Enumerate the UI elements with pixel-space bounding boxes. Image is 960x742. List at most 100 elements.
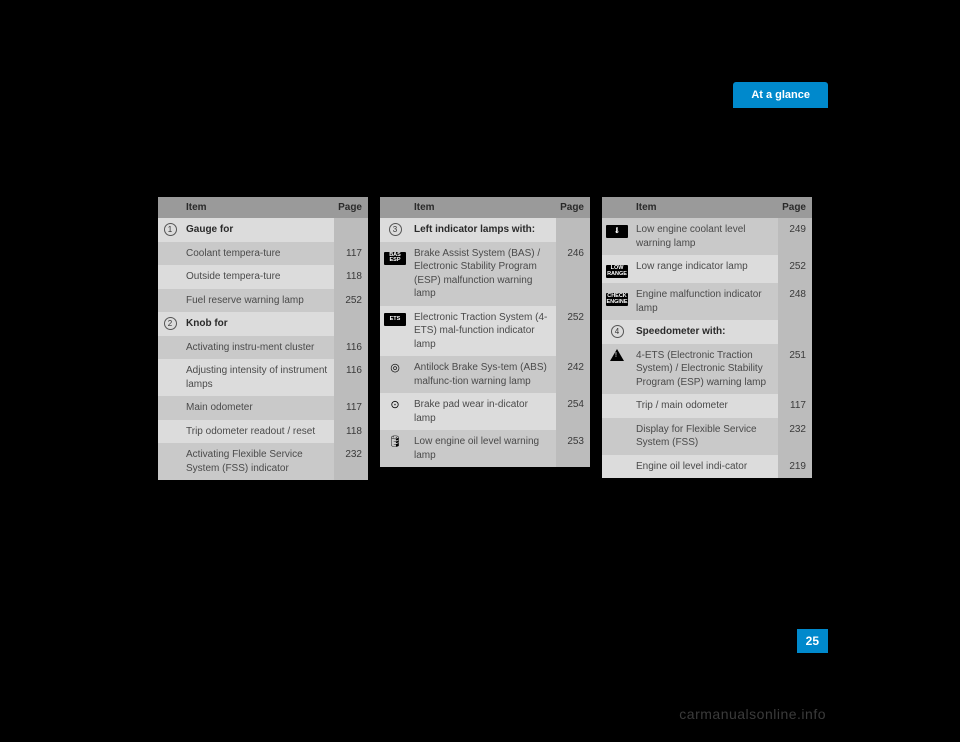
cell-page — [334, 218, 368, 242]
table-row: ETSElectronic Traction System (4-ETS) ma… — [380, 306, 590, 357]
symbol-icon: 🛢 — [388, 435, 402, 450]
th-item: Item — [410, 197, 556, 218]
cell-marker — [158, 336, 182, 360]
table-row: Fuel reserve warning lamp252 — [158, 289, 368, 313]
cell-marker — [158, 289, 182, 313]
table-2: Item Page 3 Left indicator lamps with:BAS… — [380, 197, 590, 467]
cell-item: Brake Assist System (BAS) / Electronic S… — [410, 242, 556, 306]
cell-page: 232 — [778, 418, 812, 455]
indicator-box-icon: ETS — [384, 313, 406, 326]
cell-page: 254 — [556, 393, 590, 430]
cell-page: 253 — [556, 430, 590, 467]
table-row: Outside tempera-ture118 — [158, 265, 368, 289]
cell-item: Main odometer — [182, 396, 334, 420]
columns-wrap: Item Page 1 Gauge forCoolant tempera-ture… — [158, 197, 812, 480]
cell-item: Gauge for — [182, 218, 334, 242]
cell-item: Knob for — [182, 312, 334, 336]
th-marker — [158, 197, 182, 218]
th-page: Page — [334, 197, 368, 218]
cell-marker — [158, 265, 182, 289]
cell-item: Low engine coolant level warning lamp — [632, 218, 778, 255]
table-row: Trip / main odometer117 — [602, 394, 812, 418]
cell-marker — [158, 359, 182, 396]
cell-marker: ⊙ — [380, 393, 410, 430]
table-row: Display for Flexible Service System (FSS… — [602, 418, 812, 455]
cell-page: 118 — [334, 265, 368, 289]
cell-marker: 🌡 — [602, 218, 632, 255]
circle-number-icon: 3 — [389, 223, 402, 236]
table-row: 4-ETS (Electronic Traction System) / Ele… — [602, 344, 812, 395]
cell-page — [334, 312, 368, 336]
cell-item: Speedometer with: — [632, 320, 778, 344]
cell-item: Activating Flexible Service System (FSS)… — [182, 443, 334, 480]
cell-marker: 4 — [602, 320, 632, 344]
table-row: Engine oil level indi-cator219 — [602, 455, 812, 479]
circle-number-icon: 4 — [611, 325, 624, 338]
cell-marker — [158, 242, 182, 266]
cell-page: 252 — [334, 289, 368, 313]
cell-page: 219 — [778, 455, 812, 479]
tbody-1: 1 Gauge forCoolant tempera-ture117Outside… — [158, 218, 368, 480]
indicator-box-icon: 🌡 — [606, 225, 628, 238]
circle-number-icon: 2 — [164, 317, 177, 330]
cell-marker: BAS ESP — [380, 242, 410, 306]
cell-page: 116 — [334, 336, 368, 360]
cell-page: 251 — [778, 344, 812, 395]
cell-item: Outside tempera-ture — [182, 265, 334, 289]
tbody-3: 🌡 Low engine coolant level warning lamp24… — [602, 218, 812, 478]
th-page: Page — [778, 197, 812, 218]
table-row: Adjusting intensity of instrument lamps1… — [158, 359, 368, 396]
cell-item: Low range indicator lamp — [632, 255, 778, 283]
cell-page: 252 — [778, 255, 812, 283]
cell-item: 4-ETS (Electronic Traction System) / Ele… — [632, 344, 778, 395]
cell-item: Display for Flexible Service System (FSS… — [632, 418, 778, 455]
symbol-icon: ◎ — [390, 361, 400, 376]
cell-item: Low engine oil level warning lamp — [410, 430, 556, 467]
cell-item: Activating instru-ment cluster — [182, 336, 334, 360]
cell-marker: 3 — [380, 218, 410, 242]
cell-item: Antilock Brake Sys-tem (ABS) malfunc-tio… — [410, 356, 556, 393]
cell-marker — [602, 394, 632, 418]
cell-page: 246 — [556, 242, 590, 306]
th-page: Page — [556, 197, 590, 218]
cell-page: 252 — [556, 306, 590, 357]
cell-item: Adjusting intensity of instrument lamps — [182, 359, 334, 396]
cell-marker: 2 — [158, 312, 182, 336]
cell-page: 242 — [556, 356, 590, 393]
page-number: 25 — [797, 629, 828, 653]
column-2: Item Page 3 Left indicator lamps with:BAS… — [380, 197, 590, 480]
th-item: Item — [632, 197, 778, 218]
circle-number-icon: 1 — [164, 223, 177, 236]
table-3: Item Page 🌡 Low engine coolant level warn… — [602, 197, 812, 478]
cell-item: Trip odometer readout / reset — [182, 420, 334, 444]
cell-marker — [158, 396, 182, 420]
table-row: Main odometer117 — [158, 396, 368, 420]
cell-page: 249 — [778, 218, 812, 255]
cell-item: Brake pad wear in-dicator lamp — [410, 393, 556, 430]
table-row: Activating instru-ment cluster116 — [158, 336, 368, 360]
table-row: Activating Flexible Service System (FSS)… — [158, 443, 368, 480]
cell-marker: ◎ — [380, 356, 410, 393]
cell-item: Left indicator lamps with: — [410, 218, 556, 242]
cell-page — [778, 320, 812, 344]
table-row: 2 Knob for — [158, 312, 368, 336]
table-row: Coolant tempera-ture117 — [158, 242, 368, 266]
table-row: LOW RANGELow range indicator lamp252 — [602, 255, 812, 283]
warning-triangle-icon — [610, 349, 624, 361]
symbol-icon: ⊙ — [390, 398, 399, 413]
th-marker — [602, 197, 632, 218]
cell-page: 117 — [334, 396, 368, 420]
table-row: 1 Gauge for — [158, 218, 368, 242]
table-row: 4 Speedometer with: — [602, 320, 812, 344]
table-row: 🌡 Low engine coolant level warning lamp24… — [602, 218, 812, 255]
cell-page — [556, 218, 590, 242]
cell-page: 118 — [334, 420, 368, 444]
cell-item: Engine malfunction indicator lamp — [632, 283, 778, 320]
cell-marker — [602, 344, 632, 395]
table-row: 3 Left indicator lamps with: — [380, 218, 590, 242]
section-tab: At a glance — [733, 82, 828, 108]
cell-marker — [158, 420, 182, 444]
table-row: BAS ESPBrake Assist System (BAS) / Elect… — [380, 242, 590, 306]
cell-marker — [158, 443, 182, 480]
column-1: Item Page 1Gauge forCoolant tempera-ture… — [158, 197, 368, 480]
